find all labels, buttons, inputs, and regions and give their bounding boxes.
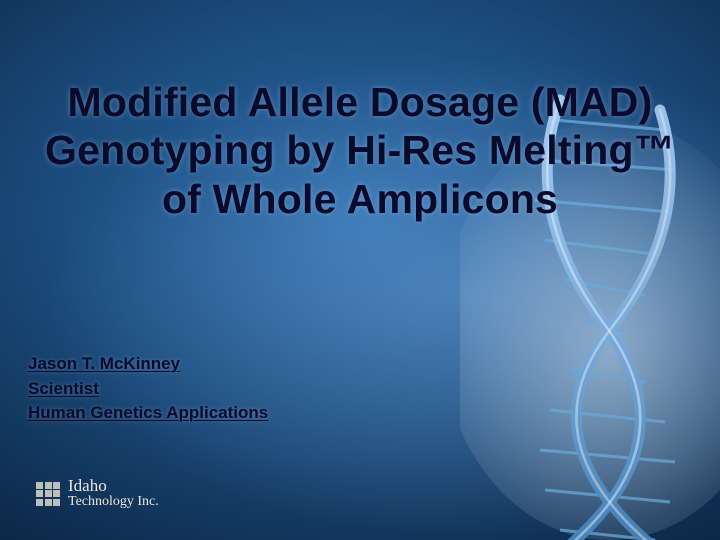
author-name: Jason T. McKinney <box>28 352 268 377</box>
company-logo: Idaho Technology Inc. <box>36 477 159 510</box>
title-line-3: of Whole Amplicons <box>20 175 700 223</box>
author-dept: Human Genetics Applications <box>28 401 268 426</box>
author-block: Jason T. McKinney Scientist Human Geneti… <box>28 352 268 426</box>
logo-text: Idaho Technology Inc. <box>68 477 159 510</box>
slide-title: Modified Allele Dosage (MAD) Genotyping … <box>20 78 700 223</box>
author-role: Scientist <box>28 377 268 402</box>
presentation-slide: Modified Allele Dosage (MAD) Genotyping … <box>0 0 720 540</box>
title-line-1: Modified Allele Dosage (MAD) <box>20 78 700 126</box>
logo-line-2: Technology Inc. <box>68 495 159 510</box>
logo-mark-icon <box>36 482 60 506</box>
title-line-2: Genotyping by Hi-Res Melting™ <box>20 126 700 174</box>
logo-line-1: Idaho <box>68 477 159 495</box>
